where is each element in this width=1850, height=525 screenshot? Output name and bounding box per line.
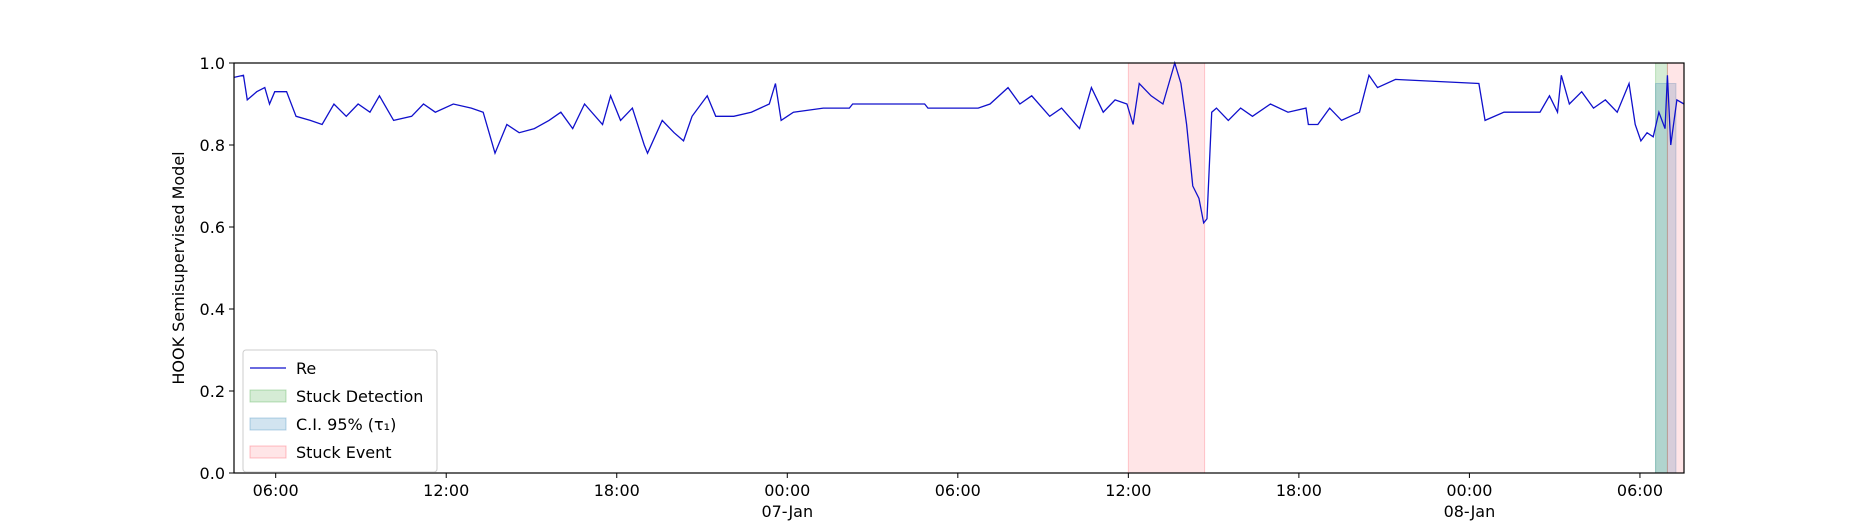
x-tick-label: 18:00 <box>1276 481 1322 500</box>
legend-swatch <box>249 389 287 403</box>
legend-swatch <box>249 417 287 431</box>
y-axis-label: HOOK Semisupervised Model <box>169 151 188 384</box>
y-tick-label: 0.4 <box>200 300 225 319</box>
y-tick-label: 0.2 <box>200 382 225 401</box>
y-tick-label: 0.8 <box>200 136 225 155</box>
x-tick-label: 00:00 08-Jan <box>1444 481 1496 521</box>
x-tick-label: 18:00 <box>594 481 640 500</box>
x-tick-label: 06:00 <box>253 481 299 500</box>
y-tick-label: 0.6 <box>200 218 225 237</box>
x-tick-label: 06:00 <box>935 481 981 500</box>
legend-box <box>242 349 438 473</box>
span <box>1127 62 1206 474</box>
legend-label: Re <box>296 359 316 378</box>
x-tick-label: 06:00 <box>1617 481 1663 500</box>
y-tick-label: 1.0 <box>200 54 225 73</box>
series-line <box>233 60 1685 225</box>
axes-frame <box>233 62 1685 474</box>
legend: Re Stuck Detection C.I. 95% (τ₁) Stuck Even… <box>242 349 438 473</box>
legend-label: Stuck Detection <box>296 387 423 406</box>
x-tick-label: 12:00 <box>423 481 469 500</box>
x-tick-label: 12:00 <box>1105 481 1151 500</box>
legend-label: C.I. 95% (τ₁) <box>296 415 396 434</box>
y-tick-label: 0.0 <box>200 464 225 483</box>
legend-label: Stuck Event <box>296 443 392 462</box>
legend-swatch <box>249 445 287 459</box>
